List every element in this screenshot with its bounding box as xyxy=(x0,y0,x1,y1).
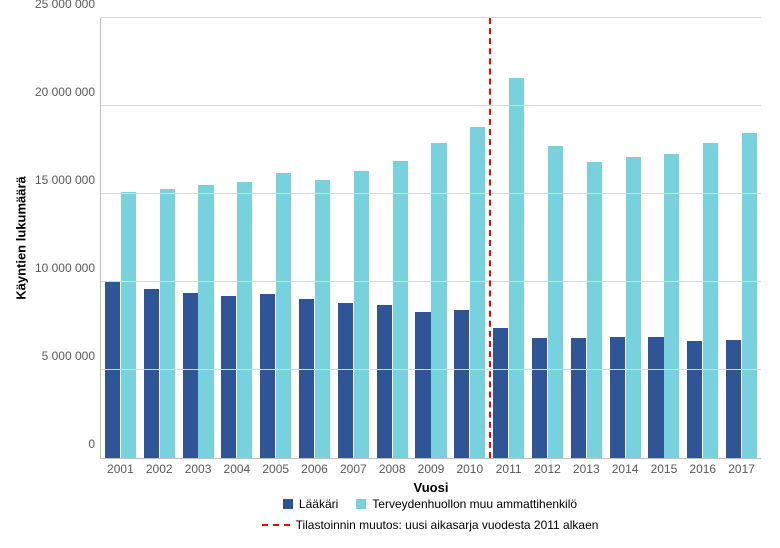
x-tick-label: 2001 xyxy=(107,458,134,476)
bar xyxy=(610,337,625,458)
x-tick-label: 2002 xyxy=(146,458,173,476)
bar xyxy=(315,180,330,458)
bar xyxy=(144,289,159,458)
gridline xyxy=(101,369,761,370)
bar xyxy=(237,182,252,458)
x-tick-label: 2015 xyxy=(651,458,678,476)
gridline xyxy=(101,17,761,18)
x-tick-label: 2003 xyxy=(185,458,212,476)
x-tick-label: 2006 xyxy=(301,458,328,476)
bar xyxy=(648,337,663,458)
legend-label-series-1: Lääkäri xyxy=(299,497,338,511)
x-tick-label: 2011 xyxy=(496,458,522,476)
bar xyxy=(532,338,547,458)
bar xyxy=(354,171,369,458)
bar xyxy=(493,328,508,458)
bar xyxy=(626,157,641,458)
bar xyxy=(587,162,602,458)
x-tick-label: 2013 xyxy=(573,458,600,476)
bar xyxy=(509,78,524,458)
y-tick-label: 15 000 000 xyxy=(35,173,101,187)
legend-reference-line: Tilastoinnin muutos: uusi aikasarja vuod… xyxy=(262,518,599,532)
x-tick-label: 2017 xyxy=(728,458,755,476)
bar xyxy=(221,296,236,458)
bar xyxy=(299,299,314,458)
bar xyxy=(121,192,136,458)
bars-layer xyxy=(101,18,761,458)
x-tick-label: 2016 xyxy=(689,458,716,476)
x-tick-label: 2007 xyxy=(340,458,367,476)
y-tick-label: 10 000 000 xyxy=(35,261,101,275)
x-tick-label: 2005 xyxy=(262,458,289,476)
x-tick-label: 2010 xyxy=(456,458,483,476)
bar xyxy=(687,341,702,458)
bar xyxy=(377,305,392,458)
legend-label-reference-line: Tilastoinnin muutos: uusi aikasarja vuod… xyxy=(296,518,599,532)
x-tick-label: 2014 xyxy=(612,458,639,476)
legend-series-1: Lääkäri xyxy=(283,497,338,511)
x-tick-label: 2009 xyxy=(418,458,445,476)
gridline xyxy=(101,193,761,194)
legend-row-1: Lääkäri Terveydenhuollon muu ammattihenk… xyxy=(100,497,760,511)
bar xyxy=(198,185,213,458)
y-axis-title: Käyntien lukumäärä xyxy=(14,176,29,300)
legend-swatch-series-2 xyxy=(356,499,366,509)
legend-series-2: Terveydenhuollon muu ammattihenkilö xyxy=(356,497,577,511)
chart-container: Käyntien lukumäärä Vuosi 0 5 000 000 10 00… xyxy=(0,0,780,548)
bar xyxy=(105,282,120,458)
y-tick-label: 0 xyxy=(88,437,101,451)
plot-area: Käyntien lukumäärä Vuosi 05 000 00010 00… xyxy=(100,18,761,459)
bar xyxy=(393,161,408,458)
x-axis-title: Vuosi xyxy=(414,480,449,495)
bar xyxy=(431,143,446,458)
legend-label-series-2: Terveydenhuollon muu ammattihenkilö xyxy=(372,497,577,511)
x-tick-label: 2004 xyxy=(224,458,251,476)
bar xyxy=(726,340,741,458)
bar xyxy=(415,312,430,458)
bar xyxy=(276,173,291,458)
reference-line xyxy=(489,18,491,458)
legend-dash-icon xyxy=(262,524,290,526)
y-tick-label: 5 000 000 xyxy=(42,349,101,363)
legend-row-2: Tilastoinnin muutos: uusi aikasarja vuod… xyxy=(100,518,760,532)
legend-swatch-series-1 xyxy=(283,499,293,509)
y-tick-label: 20 000 000 xyxy=(35,85,101,99)
gridline xyxy=(101,281,761,282)
bar xyxy=(703,143,718,458)
gridline xyxy=(101,105,761,106)
bar xyxy=(742,133,757,458)
bar xyxy=(454,310,469,458)
x-tick-label: 2008 xyxy=(379,458,406,476)
bar xyxy=(183,293,198,458)
y-tick-label: 25 000 000 xyxy=(35,0,101,11)
bar xyxy=(470,127,485,458)
bar xyxy=(338,303,353,458)
bar xyxy=(160,189,175,458)
bar xyxy=(664,154,679,458)
bar xyxy=(571,338,586,458)
bar xyxy=(260,294,275,458)
x-tick-label: 2012 xyxy=(534,458,561,476)
